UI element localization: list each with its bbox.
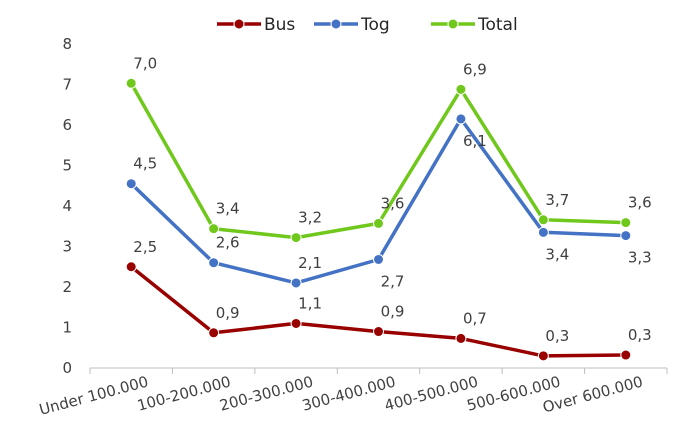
data-label-tog: 3,3 (628, 249, 652, 267)
data-point-bus (455, 332, 467, 344)
data-label-bus: 0,3 (545, 327, 569, 345)
data-label-bus: 0,9 (381, 303, 405, 321)
y-tick-label: 7 (62, 76, 72, 94)
data-label-total: 3,6 (628, 194, 652, 212)
legend-label: Total (477, 15, 518, 35)
legend-label: Tog (360, 15, 390, 35)
series-layer (125, 77, 632, 362)
legend-swatch-marker (330, 18, 342, 30)
data-label-tog: 2,6 (216, 234, 240, 252)
data-point-bus (208, 327, 220, 339)
data-point-bus (125, 261, 137, 273)
data-label-bus: 0,9 (216, 304, 240, 322)
data-point-total (455, 83, 467, 95)
series-total (125, 77, 632, 244)
series-line-total (129, 81, 628, 240)
y-tick-label: 1 (62, 319, 72, 337)
data-point-bus (537, 350, 549, 362)
legend-label: Bus (264, 15, 295, 35)
data-label-tog: 4,5 (133, 155, 157, 173)
x-axis: Under 100.000100-200.000200-300.000300-4… (37, 367, 668, 419)
data-label-tog: 2,1 (298, 254, 322, 272)
y-tick-label: 5 (62, 157, 72, 175)
data-point-total (290, 232, 302, 244)
data-point-bus (290, 317, 302, 329)
data-point-tog (290, 277, 302, 289)
data-label-total: 7,0 (133, 54, 157, 72)
data-point-total (373, 217, 384, 229)
data-label-total: 3,6 (381, 194, 405, 212)
data-label-bus: 1,1 (298, 294, 322, 312)
data-label-tog: 2,7 (381, 272, 405, 290)
data-label-bus: 0,7 (463, 309, 487, 327)
data-point-tog (455, 113, 467, 125)
data-label-tog: 3,4 (545, 245, 569, 263)
legend-swatch-marker (447, 18, 459, 30)
y-tick-label: 6 (62, 116, 72, 134)
data-point-total (620, 217, 632, 229)
series-bus (125, 261, 632, 362)
y-tick-label: 2 (62, 278, 72, 296)
y-axis: 0 1 2 3 4 5 6 7 8 (62, 35, 72, 377)
data-label-bus: 2,5 (133, 238, 157, 256)
data-point-tog (373, 253, 384, 265)
data-point-bus (620, 349, 632, 361)
x-tick-label: Under 100.000 (37, 372, 150, 418)
data-point-total (537, 214, 549, 226)
data-point-tog (537, 226, 549, 238)
x-tick-label: 300-400.000 (300, 372, 397, 414)
x-tick-label: 200-300.000 (218, 372, 315, 414)
data-point-total (125, 77, 137, 89)
legend-item-total: Total (431, 15, 518, 35)
data-point-tog (125, 178, 137, 190)
legend-item-bus: Bus (217, 15, 295, 35)
legend: Bus Tog Total (217, 15, 518, 35)
x-tick-label: 400-500.000 (383, 372, 480, 414)
data-point-tog (620, 230, 632, 242)
y-tick-label: 4 (62, 197, 72, 215)
legend-swatch-marker (233, 18, 245, 30)
data-point-tog (208, 257, 220, 269)
data-point-bus (373, 326, 384, 338)
y-tick-label: 8 (62, 35, 72, 53)
data-label-layer: 2,5 0,9 1,1 0,9 0,7 0,3 0,3 4,5 2,6 2,1 2,7 6,1 3,4 3… (133, 54, 651, 345)
data-label-bus: 0,3 (628, 326, 652, 344)
data-label-total: 3,7 (545, 191, 569, 209)
data-label-total: 3,2 (298, 209, 322, 227)
y-tick-label: 0 (62, 359, 72, 377)
series-tog (125, 113, 632, 289)
data-label-tog: 6,1 (463, 132, 487, 150)
data-label-total: 3,4 (216, 200, 240, 218)
data-point-total (208, 223, 220, 235)
x-tick-label: 100-200.000 (135, 372, 232, 414)
y-tick-label: 3 (62, 238, 72, 256)
legend-item-tog: Tog (314, 15, 390, 35)
data-label-total: 6,9 (463, 60, 487, 78)
